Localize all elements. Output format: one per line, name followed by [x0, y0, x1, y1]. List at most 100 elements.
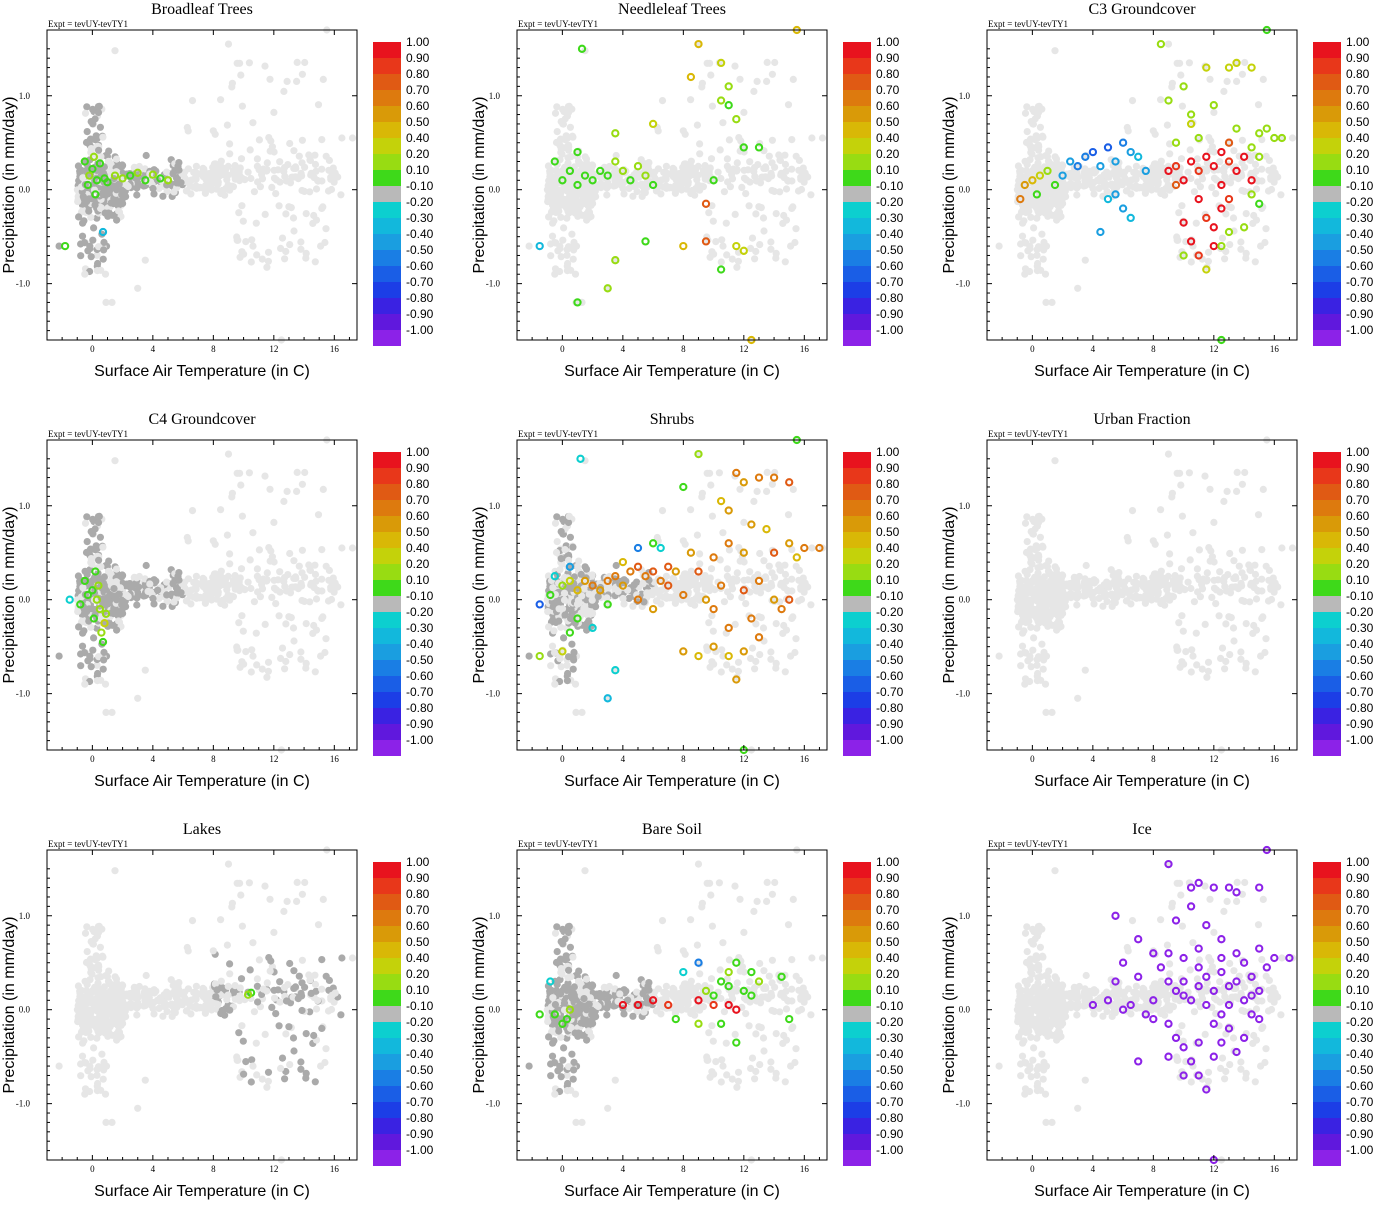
background-point: [1220, 498, 1227, 505]
background-point: [1130, 169, 1137, 176]
background-point: [726, 136, 733, 143]
background-point: [240, 628, 247, 635]
colorbar-swatch: [1313, 58, 1341, 74]
x-tick-label: 0: [560, 344, 565, 354]
background-point: [737, 558, 744, 565]
background-point: [326, 567, 333, 574]
colorbar-label: -0.30: [876, 211, 904, 225]
background-point: [175, 167, 182, 174]
colorbar-label: 0.40: [406, 541, 430, 555]
colorbar-label: 0.90: [876, 461, 900, 475]
colorbar-swatch: [843, 234, 871, 250]
background-point: [284, 78, 291, 85]
background-point: [1216, 568, 1223, 575]
colorbar-label: -1.00: [1346, 323, 1373, 337]
background-point: [561, 136, 568, 143]
background-point: [81, 681, 88, 688]
colorbar-label: -0.90: [406, 717, 434, 731]
background-point: [297, 246, 304, 253]
background-point: [1194, 178, 1201, 185]
background-point: [1042, 299, 1049, 306]
colorbar-label: 0.20: [406, 147, 430, 161]
background-point: [1153, 166, 1160, 173]
x-tick-label: 0: [90, 344, 95, 354]
background-point: [696, 550, 703, 557]
background-point: [683, 166, 690, 173]
colorbar-label: 0.10: [876, 573, 900, 587]
background-point: [251, 598, 258, 605]
background-point: [1235, 585, 1242, 592]
background-point: [1239, 547, 1246, 554]
background-point: [1053, 578, 1060, 585]
background-point: [1230, 624, 1237, 631]
background-point: [254, 178, 261, 185]
background-point: [760, 165, 767, 172]
background-point: [721, 598, 728, 605]
background-point: [710, 661, 717, 668]
colorbar-label: 1.00: [1346, 35, 1370, 49]
background-point: [1017, 252, 1024, 259]
background-point: [225, 163, 232, 170]
colorbar-swatch: [373, 170, 401, 186]
background-point: [1257, 243, 1264, 250]
background-point: [290, 624, 297, 631]
background-point: [239, 103, 246, 110]
background-point: [127, 584, 134, 591]
background-point: [1178, 612, 1185, 619]
background-point: [1024, 128, 1031, 135]
colorbar-swatch: [373, 580, 401, 596]
background-point: [1205, 134, 1212, 141]
y-tick-label: 0.0: [959, 595, 971, 605]
background-point: [1180, 628, 1187, 635]
background-point: [99, 544, 106, 551]
background-point: [261, 473, 268, 480]
background-point: [565, 557, 572, 564]
background-point: [142, 667, 149, 674]
background-point: [208, 596, 215, 603]
background-point: [1207, 558, 1214, 565]
colorbar-swatch: [843, 724, 871, 740]
background-point: [145, 588, 152, 595]
background-point: [724, 588, 731, 595]
background-point: [122, 193, 129, 200]
background-point: [295, 585, 302, 592]
colorbar-swatch: [1313, 138, 1341, 154]
background-point: [1217, 655, 1224, 662]
background-point: [1062, 603, 1069, 610]
background-point: [1206, 76, 1213, 83]
background-point: [1257, 653, 1264, 660]
colorbar-label: 0.10: [406, 573, 430, 587]
background-point: [253, 220, 260, 227]
background-point: [769, 137, 776, 144]
background-point: [629, 603, 636, 610]
background-point: [1221, 255, 1228, 262]
colorbar-swatch: [373, 218, 401, 234]
colorbar-label: 0.10: [1346, 163, 1370, 177]
background-point: [747, 245, 754, 252]
background-point: [1152, 583, 1159, 590]
background-point: [565, 519, 572, 526]
background-point: [1028, 528, 1035, 535]
background-point: [1255, 511, 1262, 518]
background-point: [750, 498, 757, 505]
background-point: [1187, 175, 1194, 182]
background-point: [555, 170, 562, 177]
background-point: [740, 519, 747, 526]
background-point: [718, 668, 725, 675]
background-point: [249, 529, 256, 536]
background-point: [88, 528, 95, 535]
background-point: [752, 210, 759, 217]
chart-title: Needleleaf Trees: [618, 1, 726, 18]
background-point: [133, 601, 140, 608]
colorbar-label: -0.40: [406, 227, 434, 241]
colorbar-label: -0.30: [1346, 211, 1373, 225]
background-point: [749, 235, 756, 242]
background-point: [271, 577, 278, 584]
background-point: [1221, 574, 1228, 581]
background-point: [1178, 155, 1185, 162]
background-point: [764, 59, 771, 66]
background-point: [1027, 214, 1034, 221]
y-tick-label: 1.0: [489, 91, 501, 101]
